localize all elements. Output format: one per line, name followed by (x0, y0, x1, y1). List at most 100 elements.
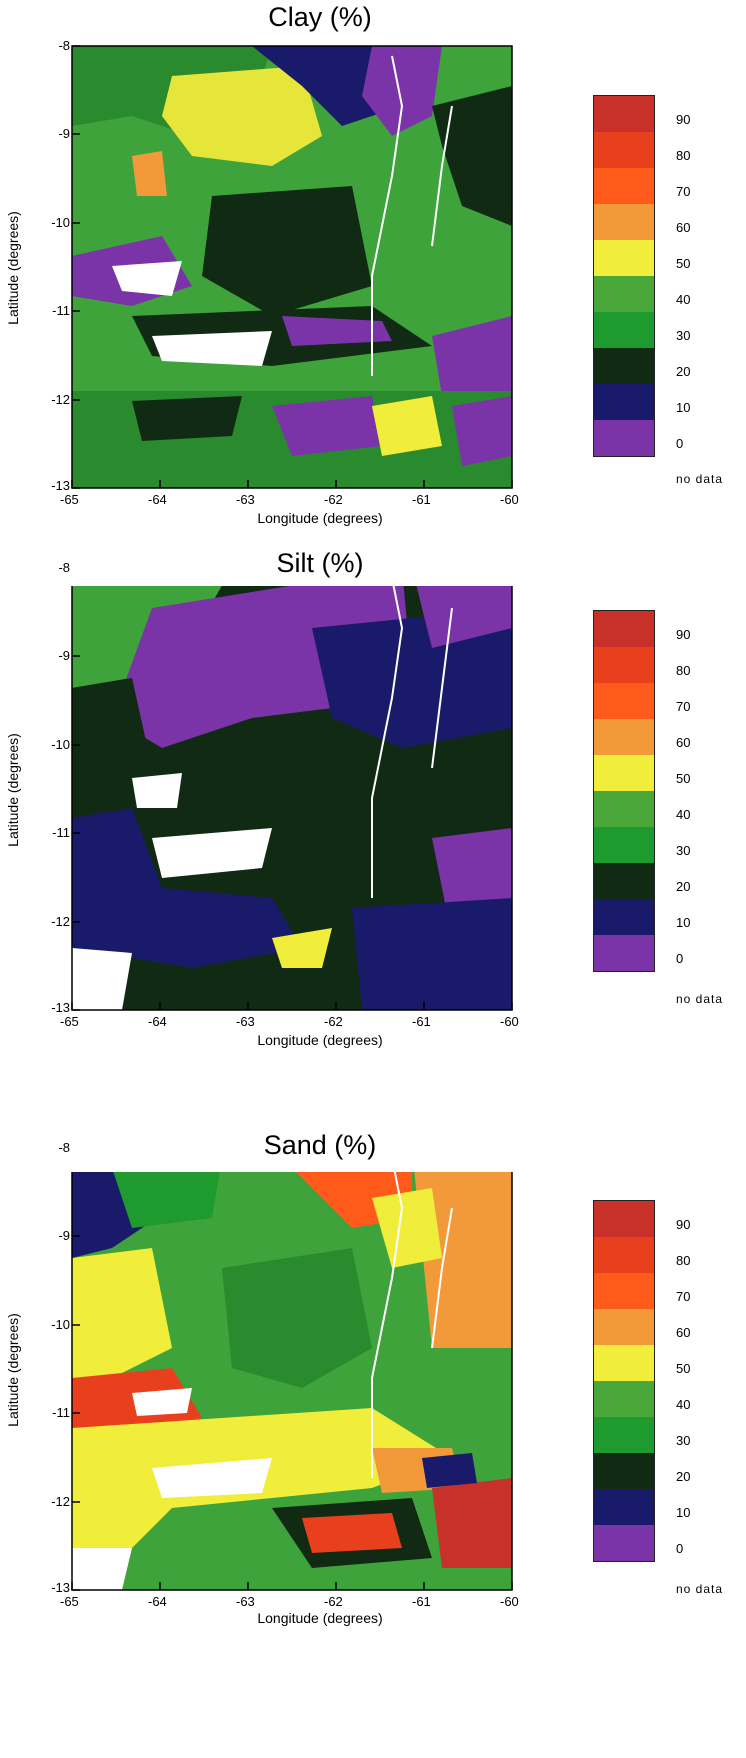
legend-label: 20 (676, 364, 691, 379)
clay-x-tick: -64 (148, 492, 167, 507)
clay-no-data-label: no data (676, 472, 724, 486)
silt-y-tick: -12 (51, 914, 70, 929)
legend-label: 10 (676, 915, 691, 930)
legend-swatch (594, 1417, 654, 1453)
legend-label: 80 (676, 1253, 691, 1268)
silt-legend (593, 610, 655, 972)
legend-label: 90 (676, 1217, 691, 1232)
silt-y-tick: -10 (51, 737, 70, 752)
legend-label: 90 (676, 112, 691, 127)
clay-panel: Clay (%) (0, 0, 746, 586)
clay-x-tick: -65 (60, 492, 79, 507)
silt-y-tick: -9 (58, 648, 70, 663)
legend-swatch (594, 863, 654, 899)
silt-y-tick: -13 (51, 1000, 70, 1015)
sand-no-data-label: no data (676, 1582, 724, 1596)
legend-label: 30 (676, 328, 691, 343)
legend-swatch (594, 611, 654, 647)
silt-x-tick: -60 (500, 1014, 519, 1029)
silt-x-tick: -63 (236, 1014, 255, 1029)
silt-panel: Silt (%) Latitude (degrees) -8 (0, 548, 746, 1172)
legend-swatch (594, 899, 654, 935)
legend-label: 50 (676, 256, 691, 271)
silt-y-axis-label: Latitude (degrees) (5, 733, 21, 847)
legend-swatch (594, 96, 654, 132)
clay-y-tick: -11 (52, 303, 70, 318)
legend-label: 80 (676, 663, 691, 678)
clay-y-axis-label: Latitude (degrees) (5, 211, 21, 325)
legend-swatch (594, 1273, 654, 1309)
legend-label: 40 (676, 807, 691, 822)
legend-swatch (594, 1201, 654, 1237)
silt-map (71, 586, 513, 1011)
clay-y-tick: -13 (51, 478, 70, 493)
legend-swatch (594, 1489, 654, 1525)
legend-swatch (594, 204, 654, 240)
legend-swatch (594, 935, 654, 971)
sand-y-tick: -9 (58, 1228, 70, 1243)
legend-label: 20 (676, 1469, 691, 1484)
sand-y-axis-label: Latitude (degrees) (5, 1313, 21, 1427)
clay-map (71, 45, 513, 489)
clay-x-tick: -61 (412, 492, 431, 507)
legend-swatch (594, 1345, 654, 1381)
sand-x-tick: -64 (148, 1594, 167, 1609)
silt-x-tick: -64 (148, 1014, 167, 1029)
legend-swatch (594, 348, 654, 384)
sand-y-tick: -12 (51, 1494, 70, 1509)
legend-swatch (594, 647, 654, 683)
sand-x-tick: -61 (412, 1594, 431, 1609)
sand-y-tick: -11 (52, 1405, 70, 1420)
legend-swatch (594, 827, 654, 863)
silt-x-tick: -61 (412, 1014, 431, 1029)
legend-swatch (594, 1381, 654, 1417)
clay-y-tick: -9 (58, 126, 70, 141)
legend-label: 70 (676, 699, 691, 714)
sand-legend (593, 1200, 655, 1562)
legend-label: 20 (676, 879, 691, 894)
legend-swatch (594, 240, 654, 276)
clay-y-tick: -8 (58, 38, 70, 53)
clay-legend (593, 95, 655, 457)
legend-label: 10 (676, 1505, 691, 1520)
legend-label: 10 (676, 400, 691, 415)
legend-label: 0 (676, 436, 684, 451)
legend-swatch (594, 1309, 654, 1345)
legend-label: 60 (676, 220, 691, 235)
silt-y-tick: -8 (58, 560, 70, 575)
legend-label: 50 (676, 1361, 691, 1376)
legend-swatch (594, 420, 654, 456)
sand-x-tick: -62 (324, 1594, 343, 1609)
legend-label: 60 (676, 1325, 691, 1340)
legend-label: 30 (676, 1433, 691, 1448)
sand-x-axis-label: Longitude (degrees) (257, 1610, 383, 1626)
sand-map (71, 1172, 513, 1591)
legend-label: 40 (676, 1397, 691, 1412)
sand-x-tick: -65 (60, 1594, 79, 1609)
legend-label: 80 (676, 148, 691, 163)
legend-swatch (594, 683, 654, 719)
legend-swatch (594, 755, 654, 791)
legend-label: 70 (676, 184, 691, 199)
legend-swatch (594, 312, 654, 348)
clay-y-tick: -10 (51, 215, 70, 230)
legend-label: 0 (676, 951, 684, 966)
legend-swatch (594, 384, 654, 420)
sand-y-tick: -8 (58, 1140, 70, 1155)
clay-x-tick: -63 (236, 492, 255, 507)
legend-label: 30 (676, 843, 691, 858)
silt-title: Silt (%) (276, 548, 364, 578)
legend-label: 60 (676, 735, 691, 750)
legend-swatch (594, 276, 654, 312)
legend-swatch (594, 1525, 654, 1561)
legend-swatch (594, 1453, 654, 1489)
clay-x-tick: -62 (324, 492, 343, 507)
clay-y-tick: -12 (51, 392, 70, 407)
legend-swatch (594, 791, 654, 827)
sand-x-tick: -60 (500, 1594, 519, 1609)
legend-label: 0 (676, 1541, 684, 1556)
silt-x-tick: -65 (60, 1014, 79, 1029)
legend-swatch (594, 1237, 654, 1273)
legend-label: 50 (676, 771, 691, 786)
clay-x-axis-label: Longitude (degrees) (257, 510, 383, 526)
